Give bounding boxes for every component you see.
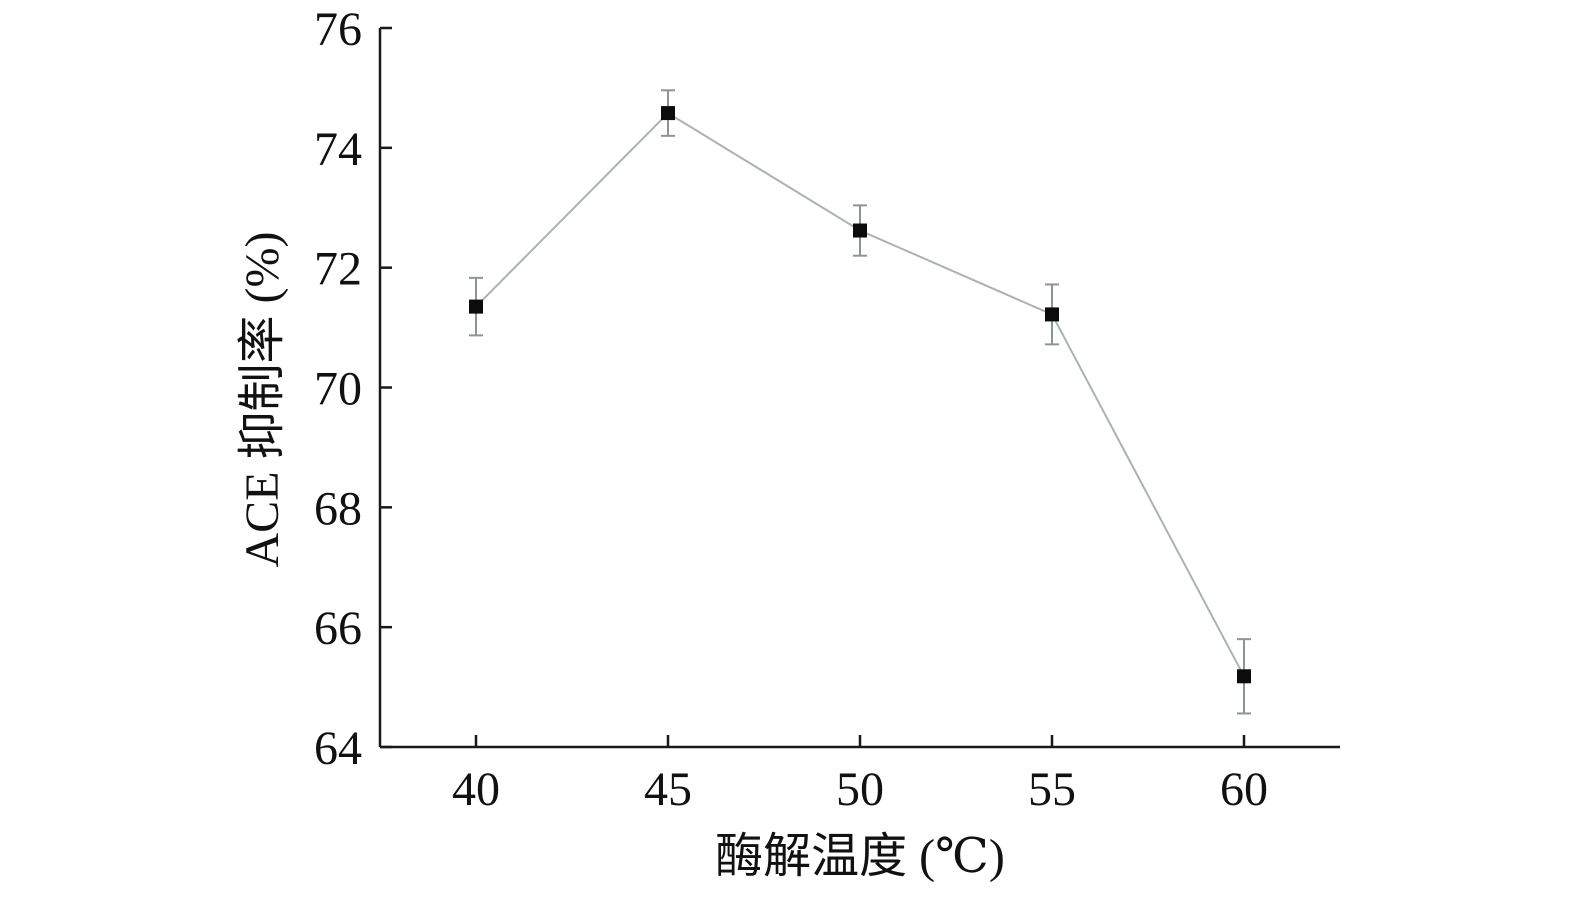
y-ticks: 64 66 68 70 72 74 76	[314, 3, 392, 775]
y-tick-label: 70	[314, 363, 362, 416]
axes	[378, 28, 1340, 749]
y-tick-label: 76	[314, 3, 362, 56]
data-point	[661, 106, 675, 121]
y-tick-label: 72	[314, 243, 362, 296]
series	[469, 89, 1251, 715]
x-tick-label: 45	[644, 763, 692, 816]
x-axis-title: 酶解温度 (℃)	[715, 830, 1005, 883]
x-tick-label: 50	[836, 763, 884, 816]
x-ticks: 40 45 50 55 60	[452, 735, 1268, 816]
x-tick-label: 60	[1220, 763, 1268, 816]
y-tick-label: 74	[314, 123, 362, 176]
y-tick-label: 68	[314, 482, 362, 535]
data-point	[469, 299, 483, 314]
y-axis-title: ACE 抑制率 (%)	[236, 232, 289, 568]
y-tick-label: 64	[314, 722, 362, 775]
x-tick-label: 40	[452, 763, 500, 816]
data-point	[1045, 307, 1059, 322]
data-point	[1237, 669, 1251, 684]
series-line	[475, 111, 1245, 677]
data-point	[853, 223, 867, 238]
x-tick-label: 55	[1028, 763, 1076, 816]
y-tick-label: 66	[314, 602, 362, 655]
